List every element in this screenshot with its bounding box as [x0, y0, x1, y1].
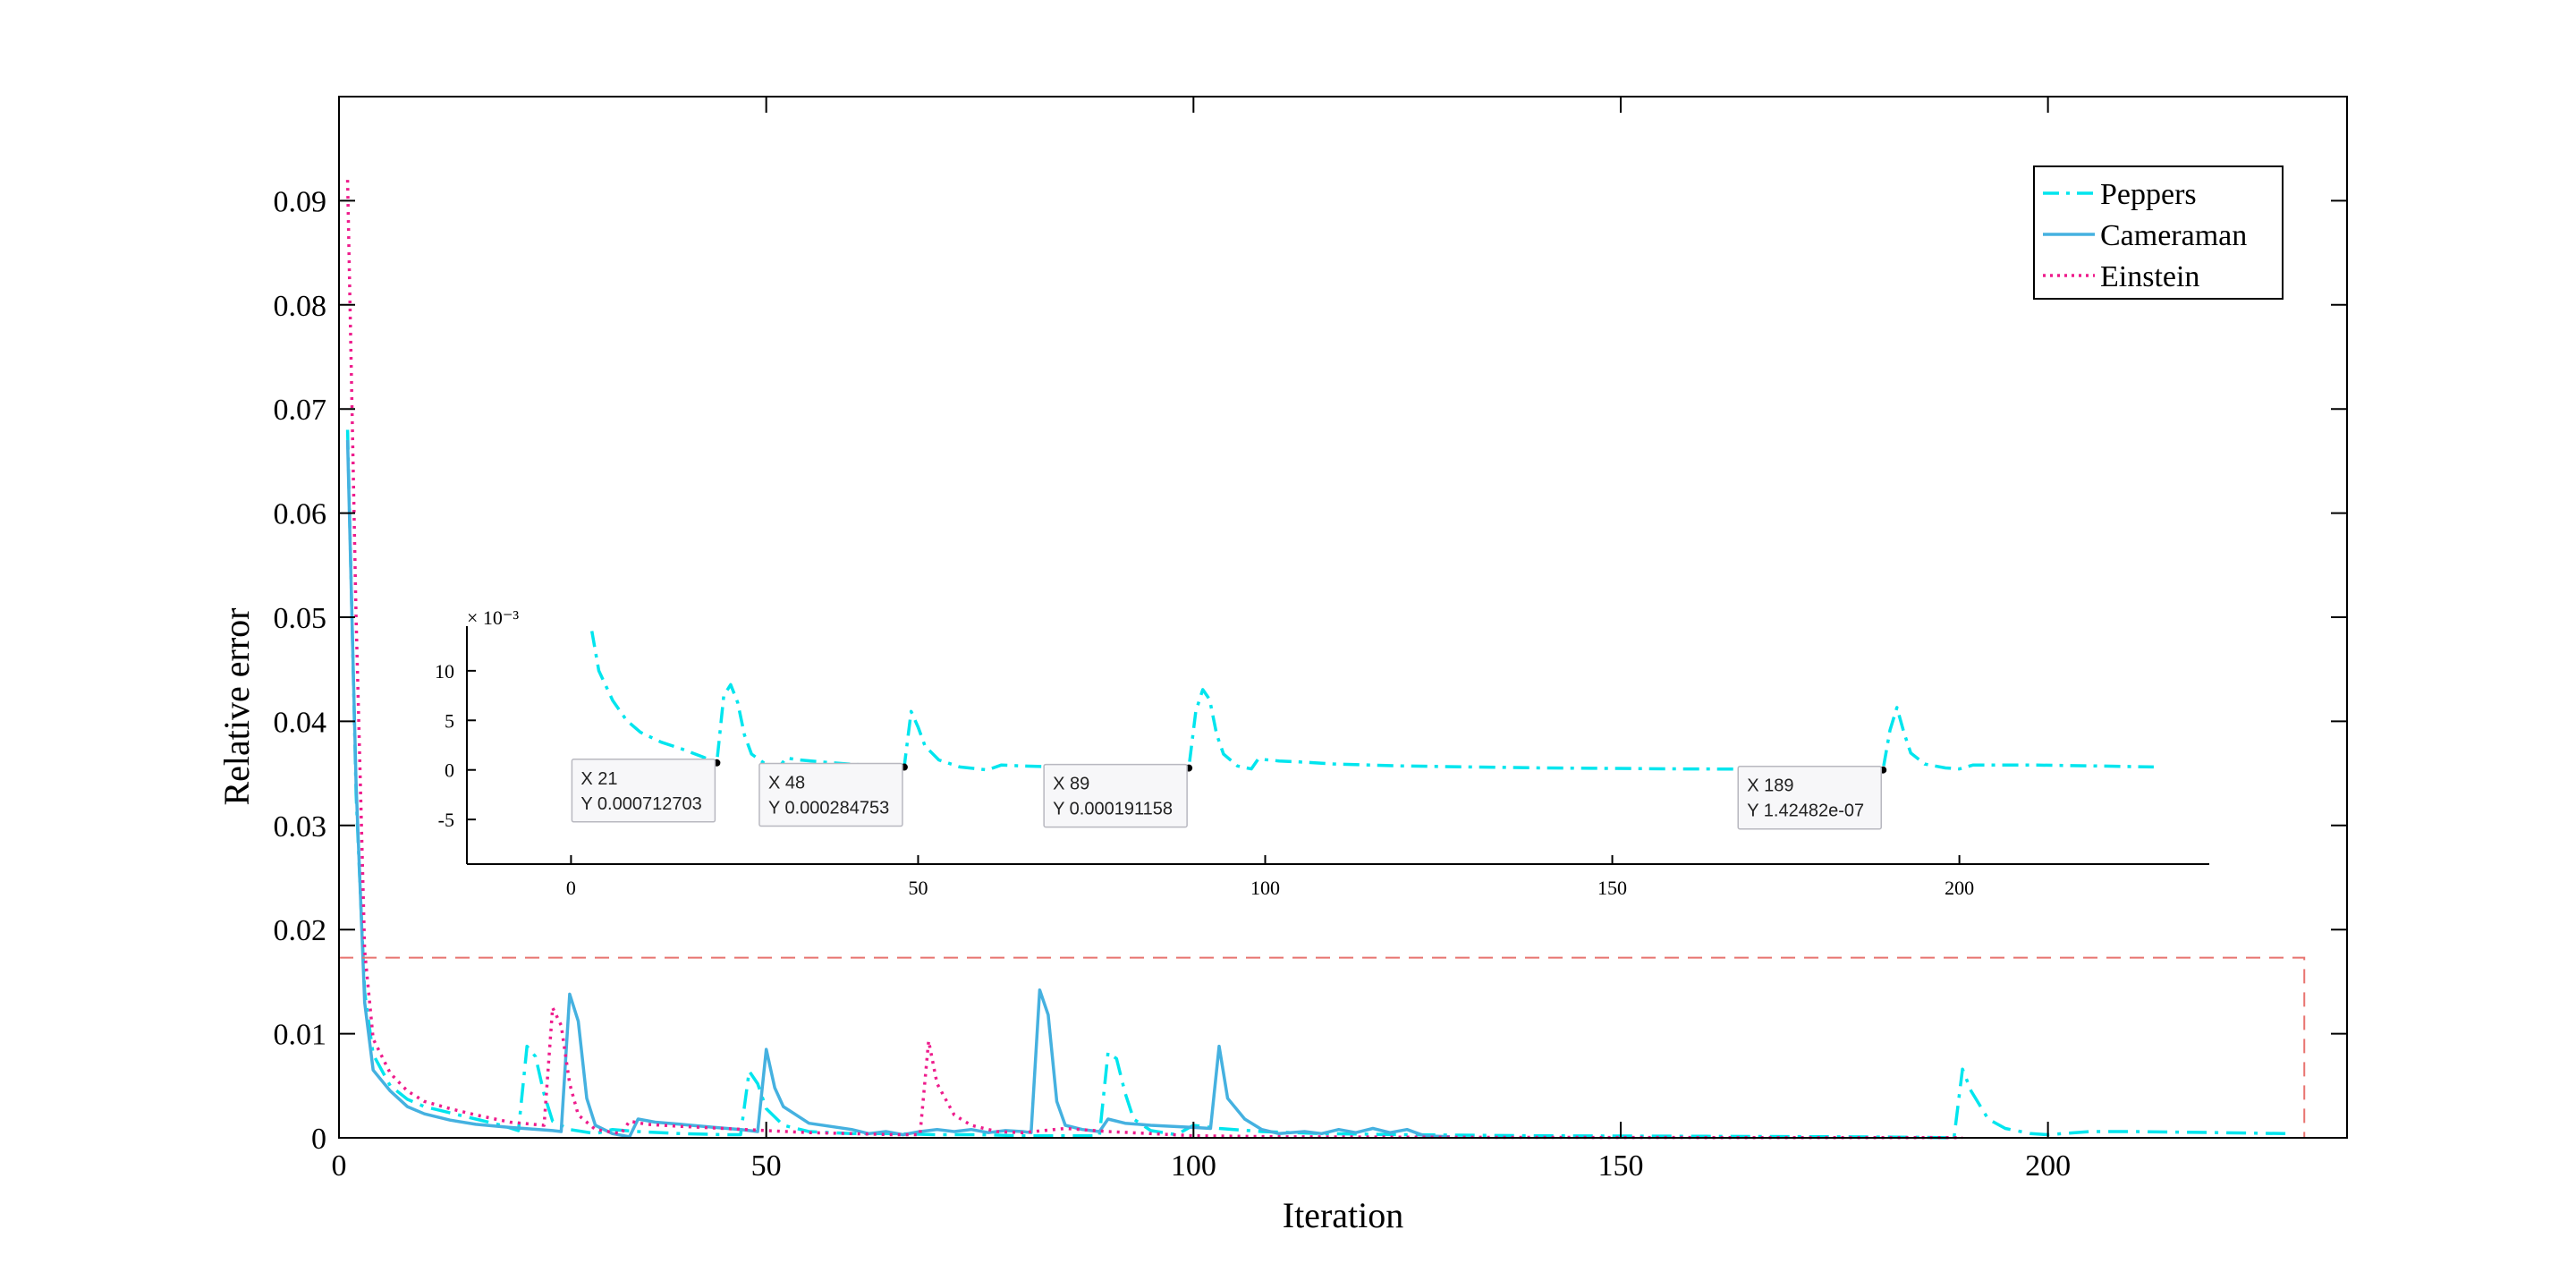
y-tick-label: 0.06: [274, 498, 327, 531]
inset-y-exponent-label: × 10⁻³: [467, 606, 520, 629]
x-tick-label: 50: [751, 1149, 782, 1183]
zoom-region-rect: [338, 956, 2306, 1140]
y-tick-label: 0.02: [274, 914, 327, 947]
x-tick-label: 100: [1171, 1149, 1216, 1183]
x-tick-label: 200: [2025, 1149, 2071, 1183]
y-tick-label: 0.05: [274, 602, 327, 635]
datatip-box: [571, 759, 716, 823]
datatip-box: [758, 762, 903, 827]
inset-x-tick-label: 100: [1250, 877, 1280, 899]
y-tick-label: 0.03: [274, 810, 327, 844]
inset-x-tick-label: 200: [1945, 877, 1974, 899]
zoom-region-layer: [338, 956, 2306, 1140]
datatip-x-label: X 48: [768, 774, 805, 793]
inset-plot: 0 50 100 150 200 -5 0 5 10 × 10⁻³ X 21 Y 0.000712…: [435, 606, 2209, 899]
x-axis-title: Iteration: [1283, 1195, 1404, 1235]
datatip-box: [1043, 763, 1188, 828]
datatip-x-label: X 189: [1747, 776, 1793, 796]
main-series-lines: [345, 180, 2288, 1140]
datatip-y-label: Y 0.000191158: [1053, 800, 1173, 819]
y-tick-label: 0.08: [274, 290, 327, 323]
inset-y-tick-label: 0: [445, 759, 454, 782]
legend-items: Peppers Cameraman Einstein: [2043, 178, 2247, 293]
y-axis-title: Relative error: [216, 608, 257, 806]
datatip-y-label: Y 0.000284753: [768, 799, 889, 818]
inset-y-tick-label: 5: [445, 709, 454, 732]
series-line-einstein: [345, 180, 1963, 1140]
datatip-x-label: X 89: [1053, 775, 1089, 794]
legend-box: [2033, 165, 2284, 300]
series-line-peppers: [345, 429, 2288, 1140]
inset-x-tick-label: 0: [566, 877, 576, 899]
x-tick-label: 150: [1597, 1149, 1643, 1183]
x-tick-label: 0: [332, 1149, 347, 1183]
legend-label-cameraman: Cameraman: [2100, 219, 2247, 252]
legend-label-einstein: Einstein: [2100, 260, 2199, 293]
inset-x-tick-label: 50: [908, 877, 928, 899]
inset-datatips: X 21 Y 0.000712703 X 48 Y 0.000284753 X 89 Y …: [571, 759, 1887, 830]
inset-y-tick-label: 10: [435, 660, 454, 683]
y-tick-label: 0.01: [274, 1019, 327, 1052]
inset-series-lines: [589, 631, 2154, 772]
y-tick-label: 0.04: [274, 706, 327, 739]
y-tick-label: 0.09: [274, 185, 327, 218]
main-ticks: 0 50 100 150 20000.010.020.030.040.050.060.0…: [274, 97, 2347, 1183]
inset-x-tick-label: 150: [1597, 877, 1627, 899]
legend: Peppers Cameraman Einstein: [2033, 165, 2284, 300]
datatip-x-label: X 21: [580, 769, 617, 789]
inset-series-line-peppers: [589, 631, 2154, 772]
datatip-y-label: Y 0.000712703: [580, 794, 701, 814]
inset-axes: 0 50 100 150 200 -5 0 5 10: [435, 626, 2209, 899]
inset-y-tick-label: -5: [438, 809, 454, 831]
legend-label-peppers: Peppers: [2100, 178, 2197, 211]
y-tick-label: 0: [311, 1123, 326, 1156]
datatip-y-label: Y 1.42482e-07: [1747, 801, 1864, 821]
y-tick-label: 0.07: [274, 394, 327, 427]
main-plot: 0 50 100 150 20000.010.020.030.040.050.060.0…: [216, 96, 2348, 1235]
datatip-box: [1737, 765, 1882, 830]
